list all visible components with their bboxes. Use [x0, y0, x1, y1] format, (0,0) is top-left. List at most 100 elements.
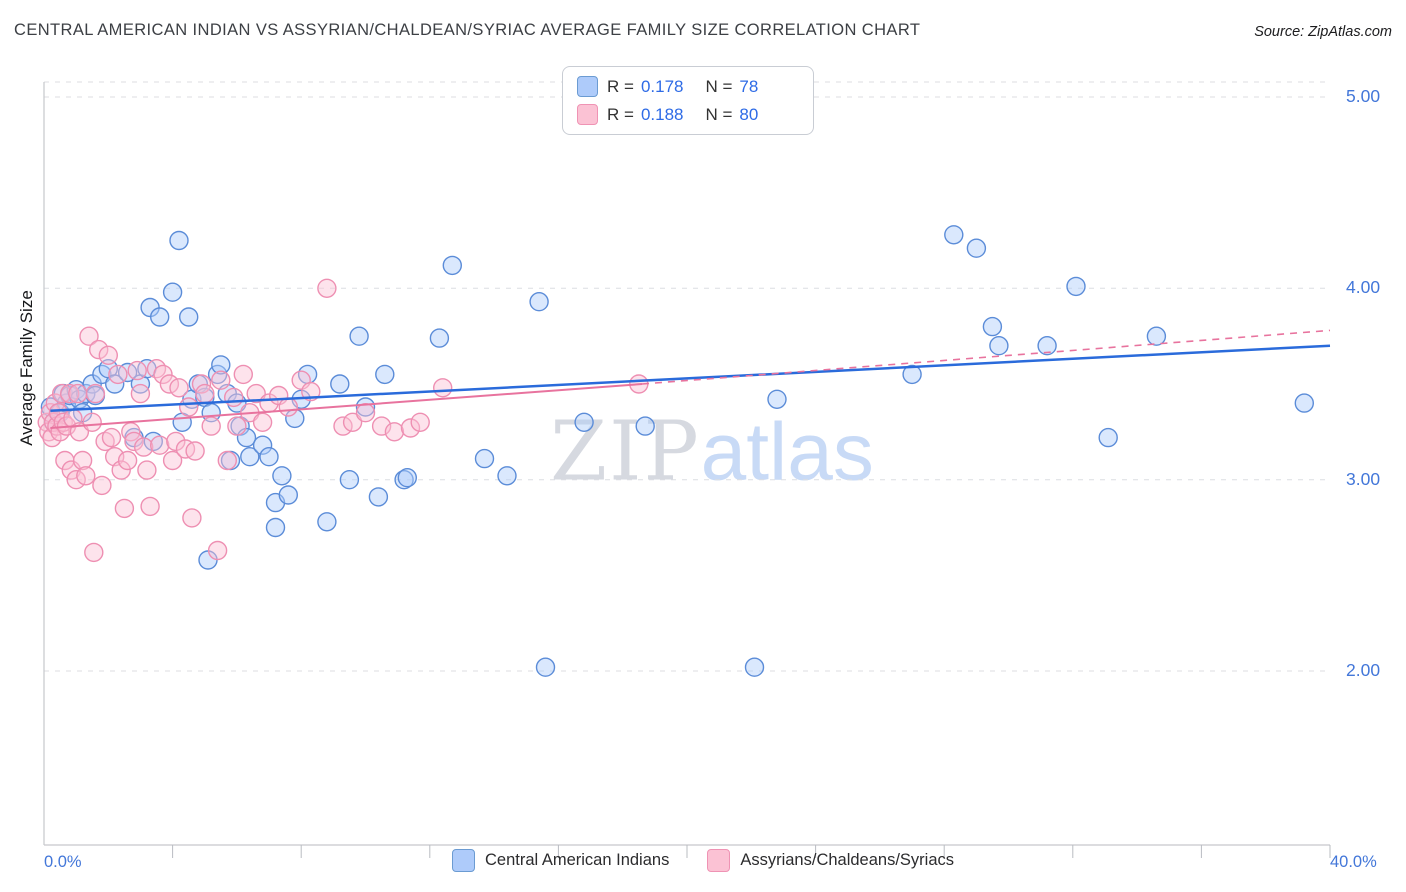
zipatlas-watermark: ZIPatlas	[550, 405, 874, 500]
data-point-blue	[272, 466, 292, 486]
data-point-pink	[433, 378, 453, 398]
data-point-pink	[137, 460, 157, 480]
data-point-pink	[227, 416, 247, 436]
stats-row-blue: R = 0.178 N = 78	[577, 76, 799, 97]
data-point-pink	[153, 364, 173, 385]
data-point-blue	[744, 657, 765, 677]
data-point-blue	[349, 326, 369, 346]
trend-line-solid	[50, 344, 1331, 413]
pink-series-swatch	[577, 104, 598, 125]
data-point-pink	[278, 397, 298, 417]
data-point-blue	[355, 397, 376, 417]
y-tick-label: 2.00	[1346, 660, 1381, 680]
correlation-stats-box: R = 0.178 N = 78 R = 0.188 N = 80	[562, 66, 814, 135]
data-point-pink	[133, 437, 154, 457]
blue-series-swatch	[577, 76, 598, 97]
data-point-pink	[127, 360, 147, 381]
data-point-pink	[178, 397, 199, 417]
legend-label: Assyrians/Chaldeans/Syriacs	[740, 851, 955, 869]
legend-label: Central American Indians	[484, 851, 670, 869]
trend-line-dashed	[641, 329, 1331, 385]
data-point-blue	[535, 657, 556, 677]
data-point-pink	[76, 466, 96, 486]
pink-series-swatch	[707, 849, 731, 872]
data-point-blue	[394, 470, 414, 490]
data-point-pink	[207, 540, 228, 561]
data-point-blue	[1098, 427, 1118, 448]
data-point-pink	[162, 450, 183, 471]
data-point-blue	[330, 374, 350, 394]
r-label: R =	[607, 104, 634, 124]
data-point-pink	[410, 412, 430, 432]
x-axis-min-label: 0.0%	[44, 853, 82, 871]
data-point-pink	[317, 278, 337, 298]
data-point-pink	[66, 470, 86, 490]
data-point-blue	[169, 230, 189, 251]
data-point-pink	[159, 374, 180, 394]
data-point-blue	[240, 447, 260, 467]
y-axis-title: Average Family Size	[17, 290, 36, 446]
data-point-pink	[223, 387, 244, 408]
legend-item-assyrians-chaldeans-syriacs: Assyrians/Chaldeans/Syriacs	[707, 849, 954, 872]
data-point-pink	[233, 364, 254, 385]
data-point-blue	[989, 336, 1009, 356]
data-point-pink	[84, 542, 104, 563]
r-value: 0.188	[640, 104, 684, 124]
data-point-pink	[252, 412, 273, 432]
data-point-pink	[111, 460, 131, 480]
data-point-blue	[1066, 276, 1086, 297]
data-point-blue	[497, 466, 517, 486]
data-point-blue	[397, 468, 417, 488]
data-point-pink	[201, 416, 221, 436]
data-point-pink	[333, 416, 353, 436]
data-point-blue	[149, 307, 170, 327]
data-point-blue	[227, 393, 247, 413]
data-point-blue	[982, 316, 1003, 337]
data-point-pink	[182, 508, 202, 528]
data-point-blue	[474, 448, 495, 469]
data-point-pink	[342, 412, 363, 432]
n-label: N =	[705, 104, 733, 124]
data-point-blue	[1037, 336, 1057, 356]
data-point-pink	[355, 403, 376, 423]
data-point-pink	[175, 439, 196, 459]
data-point-blue	[317, 512, 337, 532]
trend-line-solid	[50, 383, 643, 429]
data-point-pink	[114, 498, 135, 519]
data-point-blue	[1294, 393, 1315, 413]
n-label: N =	[705, 76, 733, 96]
data-point-blue	[944, 225, 964, 245]
data-point-blue	[767, 389, 787, 409]
data-point-pink	[72, 450, 93, 471]
data-point-blue	[162, 282, 183, 302]
n-value: 80	[739, 104, 759, 124]
data-point-blue	[178, 307, 199, 327]
series-legend: Central American Indians Assyrians/Chald…	[0, 849, 1406, 872]
data-point-blue	[259, 447, 279, 467]
data-point-pink	[85, 383, 106, 404]
n-value: 78	[739, 76, 759, 96]
y-tick-label: 5.00	[1346, 86, 1381, 106]
data-point-blue	[902, 364, 922, 385]
data-point-blue	[1146, 326, 1167, 346]
stats-row-pink: R = 0.188 N = 80	[577, 104, 799, 125]
data-point-pink	[124, 431, 144, 452]
data-point-pink	[79, 326, 99, 346]
page-title: CENTRAL AMERICAN INDIAN VS ASSYRIAN/CHAL…	[14, 21, 921, 39]
y-tick-label: 4.00	[1346, 277, 1381, 297]
data-point-pink	[169, 378, 189, 398]
data-point-pink	[101, 427, 122, 448]
legend-item-central-american-indians: Central American Indians	[451, 849, 670, 872]
source-attribution: Source: ZipAtlas.com	[1254, 24, 1392, 40]
data-point-pink	[384, 422, 405, 442]
data-point-pink	[400, 418, 421, 438]
data-point-blue	[368, 487, 389, 507]
data-point-pink	[130, 383, 151, 404]
data-point-pink	[88, 339, 109, 360]
data-point-blue	[529, 292, 549, 312]
data-point-blue	[966, 238, 987, 258]
watermark-atlas-text: atlas	[700, 406, 874, 498]
data-point-pink	[59, 383, 80, 404]
data-point-blue	[375, 364, 395, 385]
